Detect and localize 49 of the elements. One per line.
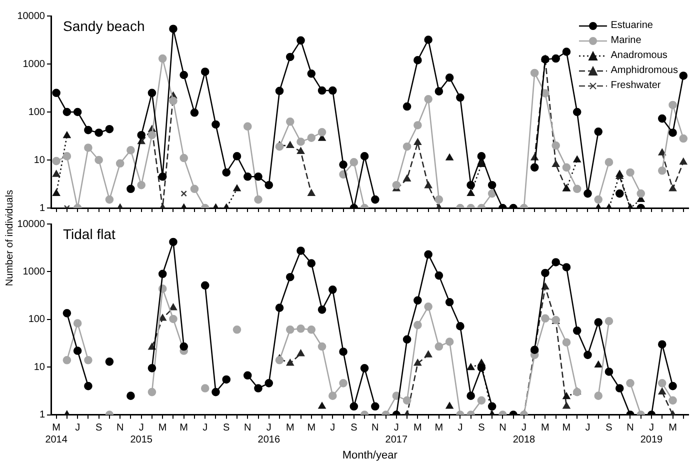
legend-label: Anadromous xyxy=(610,50,668,61)
x-tick-label: M xyxy=(307,422,316,434)
x-tick-label: M xyxy=(562,422,571,434)
x-tick-label: N xyxy=(499,422,506,434)
x-tick-label: J xyxy=(330,422,336,434)
x-tick-label: N xyxy=(372,422,379,434)
y-tick-label: 10 xyxy=(34,362,46,373)
y-tick-label: 100 xyxy=(28,106,46,118)
y-tick-label: 1000 xyxy=(22,266,46,278)
x-tick-label: J 2017 xyxy=(385,422,408,446)
x-tick-label: S xyxy=(350,422,358,434)
x-tick-label: M xyxy=(158,422,167,434)
x-tick-label: J 2016 xyxy=(258,422,280,446)
y-tick-label: 1 xyxy=(39,410,46,421)
x-tick-label: J 2015 xyxy=(130,422,153,446)
y-tick-label: 1000 xyxy=(22,58,46,70)
x-tick-label: M xyxy=(434,422,444,434)
x-tick-label: M xyxy=(286,422,294,434)
legend-label: Marine xyxy=(610,35,642,46)
legend-label: Amphidromous xyxy=(610,65,678,76)
y-axis-title: Number of individuals xyxy=(4,190,16,286)
y-tick-label: 1 xyxy=(39,202,46,214)
x-axis-title: Month/year xyxy=(342,449,398,462)
x-tick-label: J 2018 xyxy=(512,422,536,446)
chart-title: Tidal flat xyxy=(63,226,116,242)
x-tick-label: M 2014 xyxy=(45,422,68,446)
legend-label: Freshwater xyxy=(610,80,661,91)
x-tick-label: J xyxy=(202,422,208,434)
y-tick-label: 10000 xyxy=(17,10,46,22)
x-tick-label: N xyxy=(244,422,252,434)
chart-title: Sandy beach xyxy=(63,18,145,34)
y-tick-label: 100 xyxy=(28,314,46,326)
x-tick-label: S xyxy=(606,422,613,434)
x-tick-label: N xyxy=(116,422,124,434)
y-tick-label: 10 xyxy=(34,154,46,166)
x-tick-label: J 2019 xyxy=(640,422,664,446)
x-tick-label: N xyxy=(626,422,634,434)
x-tick-label: S xyxy=(223,422,230,434)
x-tick-label: M xyxy=(414,422,422,434)
x-tick-label: J xyxy=(458,422,463,434)
legend-label: Estuarine xyxy=(610,20,653,31)
x-tick-label: J xyxy=(75,422,80,434)
x-tick-label: M xyxy=(180,422,188,434)
x-tick-label: J xyxy=(585,422,590,434)
y-tick-label: 10000 xyxy=(17,218,46,230)
x-tick-label: M xyxy=(668,422,677,434)
x-tick-label: S xyxy=(478,422,486,434)
x-tick-label: M xyxy=(541,422,550,434)
x-tick-label: S xyxy=(95,422,102,434)
